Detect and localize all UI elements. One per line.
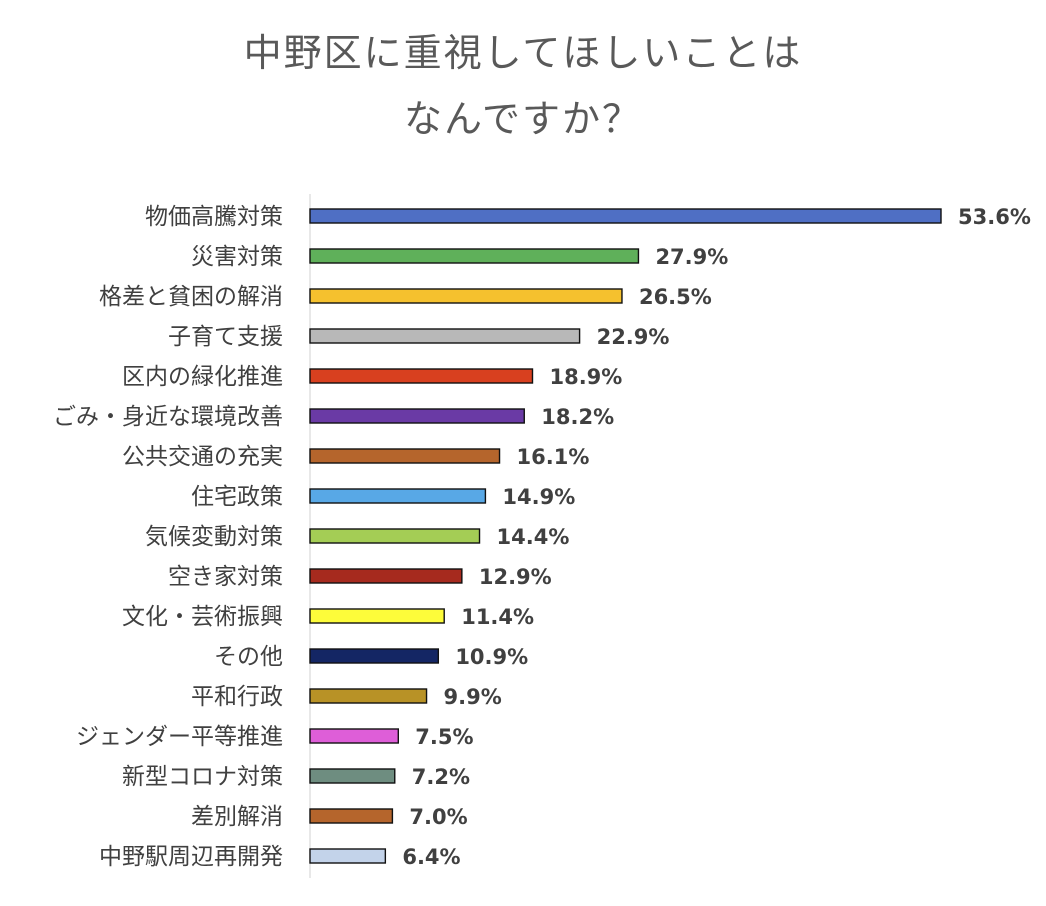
bar [309, 488, 487, 504]
bar [309, 848, 387, 864]
value-label: 18.2% [541, 405, 614, 429]
value-label: 22.9% [597, 325, 670, 349]
bar [309, 648, 440, 664]
chart-title: 中野区に重視してほしいことは なんですか？ [0, 20, 1046, 152]
bar [309, 248, 640, 264]
category-label: 文化・芸術振興 [122, 604, 283, 630]
value-label: 16.1% [517, 445, 590, 469]
value-label: 27.9% [655, 245, 728, 269]
bar [309, 768, 396, 784]
category-label: 公共交通の充実 [122, 444, 283, 470]
bar [309, 328, 581, 344]
bar [309, 608, 445, 624]
value-label: 7.0% [409, 805, 467, 829]
bar [309, 688, 428, 704]
category-label: 子育て支援 [168, 324, 283, 350]
bar [309, 368, 534, 384]
category-label: 災害対策 [191, 244, 283, 270]
category-label: 気候変動対策 [145, 524, 283, 550]
bar [309, 208, 942, 224]
value-label: 6.4% [402, 845, 460, 869]
category-label: 住宅政策 [191, 484, 283, 510]
category-label: 平和行政 [191, 684, 283, 710]
category-label: ジェンダー平等推進 [76, 724, 283, 750]
chart-title-line-2: なんですか？ [403, 97, 643, 141]
category-label: その他 [214, 644, 283, 670]
category-label: 空き家対策 [168, 564, 283, 590]
bar [309, 408, 525, 424]
value-label: 10.9% [455, 645, 528, 669]
value-label: 12.9% [479, 565, 552, 589]
value-label: 14.9% [502, 485, 575, 509]
category-label: 物価高騰対策 [145, 204, 283, 230]
bar [309, 528, 481, 544]
value-label: 18.9% [549, 365, 622, 389]
category-label: 区内の緑化推進 [122, 364, 283, 390]
bar [309, 448, 501, 464]
category-label: 格差と貧困の解消 [99, 284, 283, 310]
value-label: 11.4% [461, 605, 534, 629]
bar [309, 568, 463, 584]
bar [309, 288, 623, 304]
category-label: 中野駅周辺再開発 [99, 844, 283, 870]
value-label: 9.9% [444, 685, 502, 709]
category-label: ごみ・身近な環境改善 [53, 404, 283, 430]
value-label: 53.6% [958, 205, 1031, 229]
category-label: 新型コロナ対策 [122, 764, 283, 790]
value-label: 14.4% [497, 525, 570, 549]
bar [309, 808, 394, 824]
category-label: 差別解消 [191, 804, 283, 830]
value-label: 26.5% [639, 285, 712, 309]
value-label: 7.5% [415, 725, 473, 749]
bar [309, 728, 399, 744]
value-label: 7.2% [412, 765, 470, 789]
chart-title-line-1: 中野区に重視してほしいことは [243, 31, 803, 75]
